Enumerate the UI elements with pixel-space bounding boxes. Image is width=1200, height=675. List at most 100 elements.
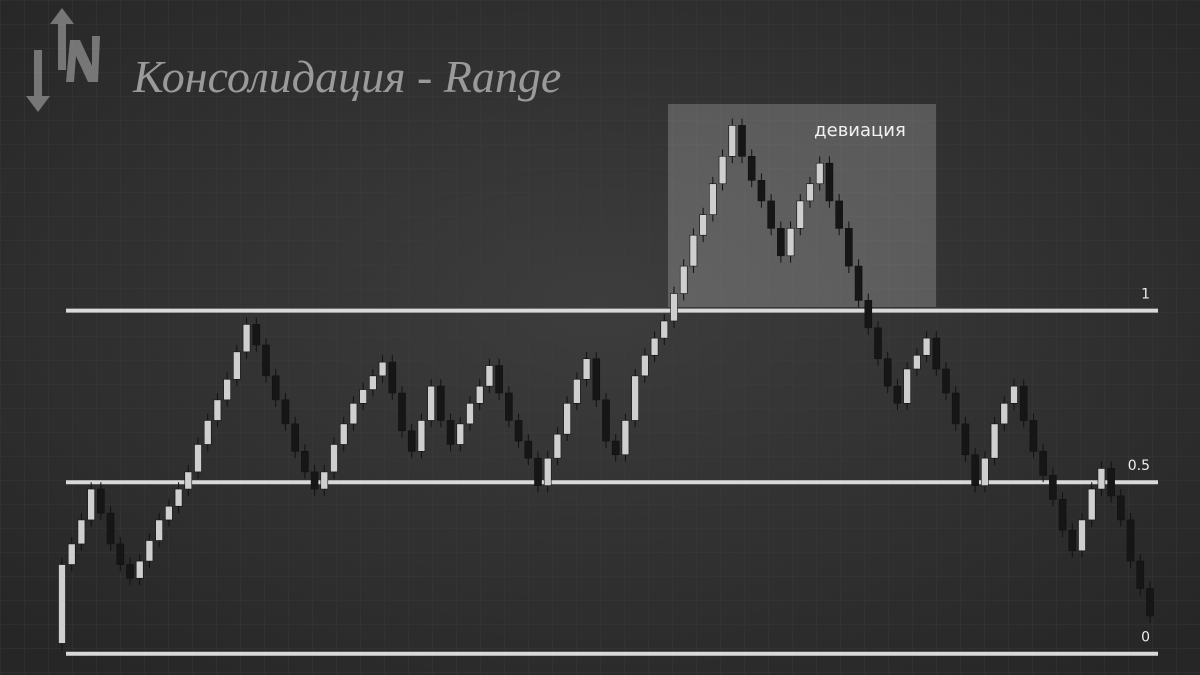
bear-candle <box>767 200 775 229</box>
bear-candle <box>97 488 105 514</box>
bull-candle <box>194 444 202 473</box>
bear-candle <box>514 420 523 442</box>
bear-candle <box>1019 385 1028 421</box>
bear-candle <box>116 543 125 565</box>
bull-candle <box>155 519 163 541</box>
bear-candle <box>534 457 542 486</box>
bull-candle <box>670 293 678 322</box>
bull-candle <box>359 389 367 404</box>
bull-candle <box>369 375 377 390</box>
bear-candle <box>971 454 979 486</box>
bull-candle <box>349 402 358 425</box>
bear-candle <box>1126 519 1135 562</box>
bull-candle <box>689 234 698 267</box>
bull-candle <box>796 200 805 229</box>
bull-candle <box>339 423 348 445</box>
bull-candle <box>903 368 911 404</box>
bear-candle <box>883 358 892 387</box>
bear-candle <box>893 385 902 404</box>
bear-candle <box>437 385 445 421</box>
bull-candle <box>815 162 824 185</box>
bull-candle <box>87 488 95 521</box>
bear-candle <box>845 228 853 267</box>
bear-candle <box>942 368 950 394</box>
level-label: 1 <box>1141 287 1150 303</box>
bear-candle <box>611 440 620 456</box>
bear-candle <box>1058 499 1067 531</box>
bear-candle <box>262 344 270 377</box>
bull-candle <box>427 385 435 421</box>
bull-candle <box>728 125 737 157</box>
bull-candle <box>699 214 707 236</box>
bull-candle <box>233 351 241 380</box>
bull-candle <box>223 378 231 401</box>
bear-candle <box>854 265 863 301</box>
bull-candle <box>718 156 727 185</box>
bear-candle <box>1107 468 1115 497</box>
bear-candle <box>126 564 134 579</box>
bull-candle <box>621 420 630 456</box>
bear-candle <box>271 375 280 401</box>
bull-candle <box>1087 488 1096 521</box>
bull-candle <box>184 471 193 490</box>
bear-candle <box>398 392 406 432</box>
bear-candle <box>747 156 756 181</box>
bear-candle <box>825 162 834 202</box>
bull-candle <box>213 399 222 421</box>
bull-candle <box>650 337 659 356</box>
bull-candle <box>330 444 338 473</box>
bear-candle <box>446 420 455 445</box>
bull-candle <box>913 354 921 370</box>
bull-candle <box>631 375 639 421</box>
bull-candle <box>573 378 581 404</box>
bear-candle <box>864 300 873 329</box>
bear-candle <box>951 392 960 425</box>
bull-candle <box>378 361 387 377</box>
bear-candle <box>738 125 746 157</box>
bull-candle <box>135 560 144 579</box>
bull-candle <box>456 423 465 445</box>
bear-candle <box>932 337 941 370</box>
bear-candle <box>1136 560 1145 589</box>
bull-candle <box>922 337 931 356</box>
bull-candle <box>145 540 154 562</box>
annotation: девиация <box>814 120 906 141</box>
bear-candle <box>301 451 309 473</box>
bear-candle <box>1068 529 1077 552</box>
bull-candle <box>553 433 562 459</box>
bear-candle <box>252 324 261 346</box>
bull-candle <box>1010 385 1018 404</box>
bear-candle <box>1146 588 1154 617</box>
bull-candle <box>806 183 814 202</box>
plot: 10.50 <box>58 118 1158 656</box>
bear-candle <box>281 399 290 425</box>
bull-candle <box>485 365 494 387</box>
bear-candle <box>524 440 533 459</box>
bear-candle <box>777 228 785 257</box>
bull-candle <box>563 402 571 435</box>
bull-candle <box>679 265 688 294</box>
bull-candle <box>660 320 669 339</box>
bull-candle <box>203 420 212 445</box>
bull-candle <box>58 564 66 644</box>
bear-candle <box>106 512 115 545</box>
bull-candle <box>417 420 426 452</box>
bull-candle <box>786 228 795 257</box>
bull-candle <box>990 423 999 459</box>
bear-candle <box>1029 420 1038 452</box>
bull-candle <box>475 385 484 404</box>
bear-candle <box>1049 475 1057 500</box>
bull-candle <box>709 183 717 215</box>
bear-candle <box>835 200 843 229</box>
level-label: 0 <box>1141 630 1150 646</box>
bull-candle <box>165 505 173 521</box>
bull-candle <box>466 402 474 425</box>
bear-candle <box>874 327 882 360</box>
logo <box>26 8 100 112</box>
bull-candle <box>1000 402 1009 425</box>
bear-candle <box>602 399 610 442</box>
bull-candle <box>1078 519 1086 552</box>
bear-candle <box>1039 451 1047 476</box>
bear-candle <box>495 365 503 394</box>
